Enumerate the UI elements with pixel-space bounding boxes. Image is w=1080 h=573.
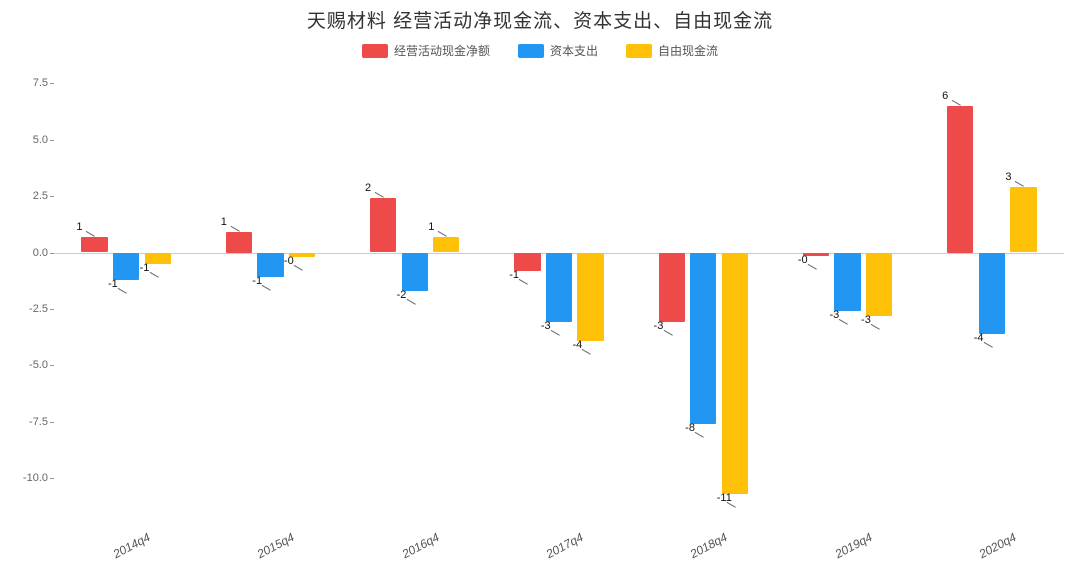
value-label: 1 bbox=[428, 221, 434, 233]
legend-item-0: 经营活动现金净额 bbox=[362, 42, 490, 59]
value-label: 3 bbox=[1005, 171, 1011, 183]
value-label: 2 bbox=[365, 182, 371, 194]
bar bbox=[979, 253, 1005, 334]
value-label: -1 bbox=[509, 269, 519, 281]
y-tick-mark bbox=[50, 422, 54, 423]
value-label: -11 bbox=[717, 492, 732, 504]
legend-swatch bbox=[518, 44, 544, 58]
bar bbox=[546, 253, 572, 323]
bar bbox=[947, 106, 973, 253]
bar bbox=[257, 253, 283, 278]
x-tick-label: 2019q4 bbox=[832, 530, 874, 561]
value-label: 6 bbox=[942, 90, 948, 102]
value-label: -0 bbox=[284, 255, 294, 267]
value-label: 1 bbox=[221, 216, 227, 228]
value-label: -4 bbox=[572, 339, 582, 351]
value-label: -8 bbox=[685, 422, 695, 434]
value-label: -1 bbox=[108, 278, 118, 290]
cashflow-chart: 天赐材料 经营活动净现金流、资本支出、自由现金流 经营活动现金净额 资本支出 自由现… bbox=[0, 0, 1080, 573]
y-tick-mark bbox=[50, 140, 54, 141]
chart-legend: 经营活动现金净额 资本支出 自由现金流 bbox=[0, 42, 1080, 61]
y-tick-mark bbox=[50, 83, 54, 84]
bar bbox=[866, 253, 892, 316]
bar bbox=[402, 253, 428, 291]
value-label: -1 bbox=[252, 275, 262, 287]
bar bbox=[722, 253, 748, 494]
value-label: 1 bbox=[76, 221, 82, 233]
legend-item-2: 自由现金流 bbox=[626, 42, 718, 59]
bar bbox=[834, 253, 860, 312]
bar bbox=[690, 253, 716, 424]
value-label: -2 bbox=[397, 289, 407, 301]
bar bbox=[1010, 187, 1036, 252]
bar bbox=[113, 253, 139, 280]
value-label: -1 bbox=[140, 262, 150, 274]
value-label: -3 bbox=[829, 309, 839, 321]
value-label: -4 bbox=[974, 332, 984, 344]
y-tick-mark bbox=[50, 196, 54, 197]
legend-swatch bbox=[626, 44, 652, 58]
x-tick-label: 2014q4 bbox=[111, 530, 153, 561]
plot-area: -10.0-7.5-5.0-2.50.02.55.07.52014q42015q… bbox=[54, 72, 1064, 512]
x-tick-label: 2017q4 bbox=[544, 530, 586, 561]
value-label: -3 bbox=[654, 320, 664, 332]
chart-title: 天赐材料 经营活动净现金流、资本支出、自由现金流 bbox=[0, 6, 1080, 33]
x-tick-label: 2015q4 bbox=[255, 530, 297, 561]
value-label: -3 bbox=[861, 314, 871, 326]
y-tick-mark bbox=[50, 365, 54, 366]
bar bbox=[433, 237, 459, 253]
value-label: -0 bbox=[798, 254, 808, 266]
legend-label: 经营活动现金净额 bbox=[394, 42, 490, 59]
x-tick-label: 2018q4 bbox=[688, 530, 730, 561]
legend-swatch bbox=[362, 44, 388, 58]
bar bbox=[577, 253, 603, 341]
bar bbox=[226, 232, 252, 252]
y-tick-mark bbox=[50, 309, 54, 310]
bar bbox=[370, 198, 396, 252]
legend-label: 资本支出 bbox=[550, 42, 598, 59]
x-tick-label: 2016q4 bbox=[399, 530, 441, 561]
y-tick-mark bbox=[50, 478, 54, 479]
value-label: -3 bbox=[541, 320, 551, 332]
legend-label: 自由现金流 bbox=[658, 42, 718, 59]
bar bbox=[81, 237, 107, 253]
x-tick-label: 2020q4 bbox=[977, 530, 1019, 561]
bar bbox=[659, 253, 685, 323]
legend-item-1: 资本支出 bbox=[518, 42, 598, 59]
